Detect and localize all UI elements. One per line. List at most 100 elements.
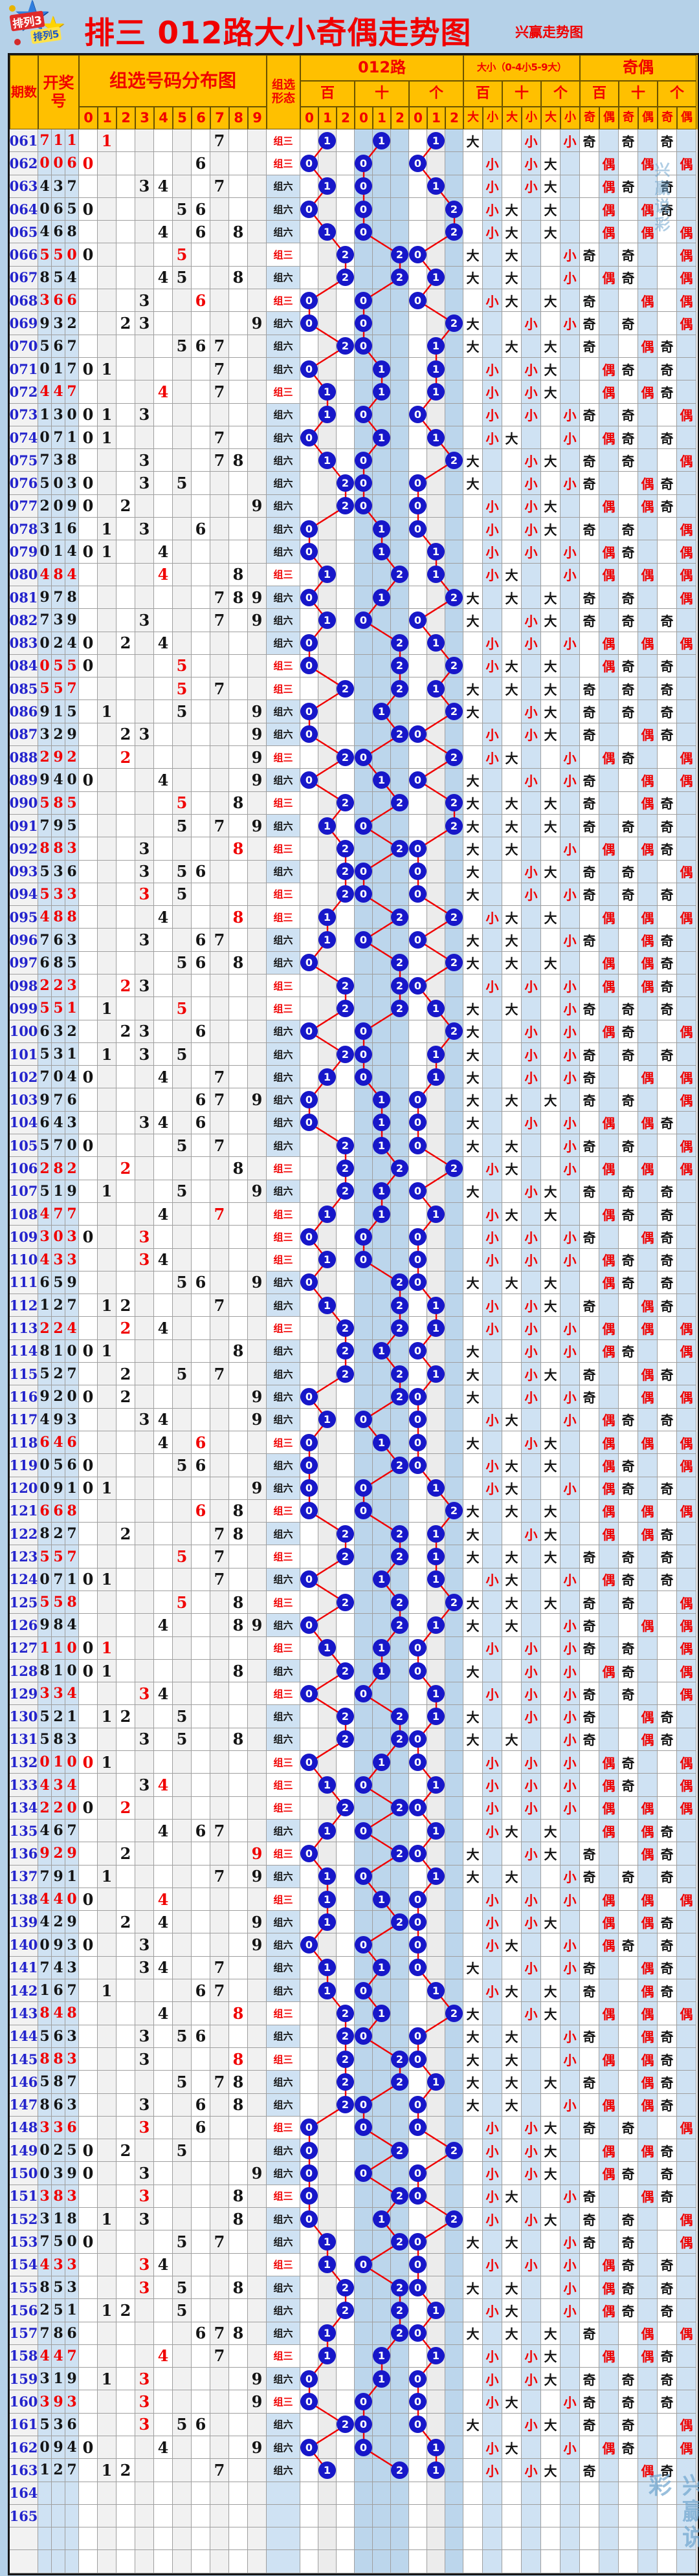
parity-cell (599, 129, 619, 153)
size-cell (502, 380, 522, 404)
size-cell (502, 312, 522, 335)
size-cell (560, 1180, 580, 1203)
road-cell: 0 (409, 769, 427, 792)
size-cell: 大 (502, 1408, 522, 1431)
dist-cell (229, 2299, 248, 2322)
road-cell: 0 (409, 723, 427, 747)
size-cell: 小 (483, 2436, 502, 2460)
parity-cell (619, 2071, 638, 2094)
road-circle: 1 (427, 1525, 445, 1543)
road-cell: 0 (355, 1066, 373, 1089)
road-cell (300, 791, 318, 815)
road-circle: 2 (391, 269, 408, 287)
road-cell (391, 609, 409, 632)
road-cell (427, 974, 445, 998)
road-cell (409, 2550, 427, 2573)
road-cell (318, 1591, 337, 1614)
size-cell: 大 (541, 449, 560, 472)
dist-cell (79, 883, 98, 907)
dist-cell (248, 1956, 267, 1980)
size-cell (560, 1911, 580, 1934)
road-cell (427, 2230, 445, 2254)
road-cell: 0 (300, 1842, 318, 1866)
road-cell: 0 (409, 609, 427, 632)
table-row: 162 0 9 4 0 4 9 组六 0 0 1 小大小偶奇偶 (10, 2436, 698, 2460)
road-cell (373, 1385, 391, 1409)
dist-cell (248, 2047, 267, 2071)
dist-cell (98, 1020, 116, 1043)
road-cell: 2 (337, 1659, 355, 1683)
size-cell: 大 (463, 1705, 483, 1728)
draw-digit-cell: 9 (65, 1911, 79, 1934)
dist-cell (79, 2002, 98, 2025)
dist-cell (192, 2071, 210, 2094)
parity-cell: 奇 (658, 1111, 677, 1135)
dist-cell (229, 175, 248, 198)
road-cell (300, 929, 318, 952)
road-cell (391, 540, 409, 564)
size-cell: 大 (541, 1431, 560, 1455)
period-cell: 082 (10, 609, 38, 632)
form-cell: 组三 (267, 2047, 300, 2071)
dist-cell (135, 791, 154, 815)
road-circle: 0 (355, 314, 372, 333)
dist-cell (116, 2116, 135, 2140)
draw-digit-cell: 9 (52, 814, 65, 838)
parity-cell: 奇 (580, 723, 599, 747)
road-circle: 1 (427, 1296, 445, 1314)
road-circle: 1 (318, 1959, 336, 1977)
road-cell: 0 (409, 1636, 427, 1660)
parity-cell (658, 2436, 677, 2460)
road-cell: 0 (300, 1454, 318, 1477)
draw-digit-cell: 0 (38, 540, 52, 564)
period-cell: 153 (10, 2230, 38, 2254)
parity-cell (619, 1705, 638, 1728)
draw-digit-cell: 9 (38, 769, 52, 792)
road-cell (373, 1842, 391, 1866)
size-cell (483, 1705, 502, 1728)
road-cell: 0 (409, 2093, 427, 2117)
dist-cell: 4 (154, 1774, 173, 1797)
road-circle: 0 (355, 1022, 372, 1040)
size-cell (483, 1659, 502, 1683)
draw-digit-cell: 8 (38, 2093, 52, 2117)
road-circle: 1 (427, 2347, 445, 2365)
period-cell: 121 (10, 1499, 38, 1523)
dist-cell (79, 2185, 98, 2208)
dist-cell: 7 (210, 814, 229, 838)
parity-cell: 偶 (677, 1066, 696, 1089)
parity-cell (677, 1180, 696, 1203)
road-cell (300, 2002, 318, 2025)
dist-cell: 0 (79, 1454, 98, 1477)
road-circle: 1 (373, 2004, 390, 2022)
dist-cell (116, 563, 135, 586)
road-cell (391, 1682, 409, 1706)
parity-cell (638, 1134, 658, 1158)
road-cell (373, 2322, 391, 2345)
size-cell: 大 (502, 791, 522, 815)
draw-digit-cell: 4 (38, 1774, 52, 1797)
draw-digit-cell: 2 (52, 1317, 65, 1340)
dist-cell (173, 2368, 192, 2391)
parity-cell: 奇 (580, 335, 599, 358)
period-cell: 130 (10, 1705, 38, 1728)
road-cell (318, 2504, 337, 2528)
table-row: 077 2 0 9 0 2 9 组六 2 0 0 小小大偶偶奇 (10, 494, 698, 518)
road-circle: 1 (427, 679, 445, 698)
dist-cell (229, 1020, 248, 1043)
road-cell: 0 (300, 1226, 318, 1249)
form-cell: 组三 (267, 380, 300, 404)
dist-cell (173, 1842, 192, 1866)
road-cell (318, 1751, 337, 1774)
parity-cell (658, 243, 677, 267)
road-cell (427, 837, 445, 861)
draw-digit-cell: 4 (38, 175, 52, 198)
draw-digit-cell: 9 (52, 2436, 65, 2460)
dist-cell (154, 1979, 173, 2003)
road-cell: 0 (409, 837, 427, 861)
parity-cell (677, 609, 696, 632)
table-row: 062 0 0 6 0 6 组三 0 0 0 小小大偶偶偶 (10, 152, 698, 175)
size-cell (522, 1408, 541, 1431)
parity-cell (677, 974, 696, 998)
table-row: 131 5 8 3 3 5 8 组六 2 2 0 大大小奇偶奇 (10, 1728, 698, 1752)
